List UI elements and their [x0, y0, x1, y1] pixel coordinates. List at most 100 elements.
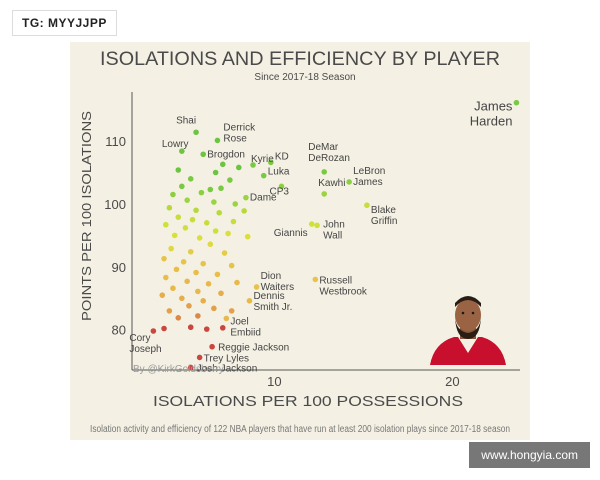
- y-tick-label: 90: [112, 260, 126, 275]
- point-label: Kawhi: [318, 178, 345, 189]
- data-point: [175, 314, 182, 321]
- data-point-labeled: [193, 129, 199, 136]
- data-point: [187, 248, 194, 255]
- labels-layer: James Harden Shai Derrick Rose Lowry Brogdon Ky…: [129, 99, 513, 375]
- point-label: Kyrie: [251, 154, 274, 165]
- data-point-labeled: [346, 179, 352, 185]
- data-point-labeled: [187, 364, 194, 371]
- data-point: [189, 216, 196, 223]
- data-point-labeled: [223, 315, 230, 322]
- data-point: [203, 220, 210, 226]
- data-point: [218, 185, 224, 192]
- watermark-label: www.hongyia.com: [469, 442, 590, 468]
- data-point: [179, 183, 185, 190]
- data-point: [207, 241, 214, 248]
- data-point-labeled: [150, 328, 157, 334]
- data-point: [203, 326, 210, 332]
- data-point: [171, 232, 178, 239]
- data-point: [228, 308, 235, 314]
- data-point-labeled: [321, 169, 328, 175]
- data-point-labeled: [364, 202, 370, 209]
- data-point-labeled: [321, 191, 328, 197]
- data-point-labeled: [260, 172, 267, 179]
- player-portrait: [430, 296, 506, 365]
- point-label: Trey Lyles: [204, 353, 249, 364]
- x-tick-label: 10: [267, 374, 281, 389]
- data-point-labeled: [250, 162, 256, 168]
- point-label: Reggie Jackson: [218, 343, 289, 354]
- data-point: [184, 278, 190, 285]
- data-point: [241, 208, 247, 214]
- y-axis-label: POINTS PER 100 ISOLATIONS: [79, 111, 94, 321]
- data-point-labeled: [179, 148, 185, 154]
- data-point: [212, 228, 219, 234]
- data-point: [193, 207, 199, 214]
- point-label: KD: [275, 151, 289, 162]
- data-point: [184, 197, 190, 203]
- data-point: [195, 313, 201, 319]
- point-label: Brogdon: [207, 149, 245, 160]
- data-point-labeled: [278, 183, 285, 190]
- data-point: [175, 167, 182, 173]
- data-point: [168, 245, 174, 252]
- data-point: [166, 308, 173, 314]
- data-point: [219, 161, 226, 168]
- y-tick-label: 100: [104, 197, 126, 212]
- data-point: [195, 288, 201, 295]
- data-point: [211, 305, 217, 312]
- data-point-labeled: [253, 284, 260, 290]
- point-label: Josh Jackson: [197, 363, 258, 374]
- data-point: [182, 225, 189, 231]
- data-point: [232, 201, 239, 207]
- point-label: Luka: [268, 167, 290, 178]
- data-point-labeled: [513, 99, 520, 106]
- point-label: Dame: [250, 193, 277, 204]
- data-point: [198, 189, 205, 196]
- data-point-labeled: [200, 151, 206, 158]
- y-tick-label: 110: [105, 134, 126, 149]
- data-point: [218, 290, 224, 297]
- data-point: [180, 259, 187, 265]
- data-point: [161, 325, 167, 332]
- tag-label: TG: MYYJJPP: [12, 10, 117, 36]
- data-point-labeled: [308, 221, 315, 227]
- credit-text: By @KirkGoldsberry: [133, 364, 224, 375]
- point-label: LeBron James: [353, 166, 385, 188]
- y-tick-label: 80: [112, 323, 126, 338]
- footnote-text: Isolation activity and efficiency of 122…: [90, 424, 510, 435]
- data-point: [175, 214, 182, 220]
- point-label: Joel Embiid: [230, 316, 261, 338]
- point-label: Derrick Rose: [223, 122, 256, 144]
- data-point: [230, 218, 237, 225]
- point-label: Dion Waiters: [261, 271, 295, 293]
- data-point-labeled: [312, 276, 319, 283]
- point-label: Russell Westbrook: [319, 275, 368, 297]
- data-point: [163, 274, 169, 281]
- data-point: [173, 266, 180, 273]
- data-point-labeled: [268, 159, 274, 166]
- data-point: [225, 230, 231, 237]
- data-point: [179, 295, 185, 302]
- point-label: Dennis Smith Jr.: [253, 291, 292, 313]
- data-point-labeled: [243, 194, 249, 201]
- scatter-chart: ISOLATIONS AND EFFICIENCY BY PLAYER Sinc…: [79, 49, 520, 435]
- data-point: [200, 298, 206, 304]
- point-label: John Wall: [323, 219, 345, 241]
- point-label: DeMar DeRozan: [308, 142, 350, 164]
- data-point: [219, 325, 226, 331]
- data-point: [207, 186, 214, 193]
- data-point: [216, 209, 223, 216]
- data-point-labeled: [209, 343, 215, 350]
- data-point: [193, 269, 199, 276]
- points-layer: [150, 99, 520, 371]
- point-label: Shai: [176, 115, 196, 126]
- data-point: [170, 285, 176, 292]
- point-label: James Harden: [470, 99, 513, 129]
- data-point: [200, 260, 206, 267]
- axes: 80 90 100 110 10 20: [104, 92, 520, 389]
- data-point: [159, 292, 166, 298]
- data-point: [205, 281, 212, 287]
- data-point: [187, 324, 194, 331]
- data-point: [211, 199, 217, 205]
- data-point-labeled: [196, 354, 203, 361]
